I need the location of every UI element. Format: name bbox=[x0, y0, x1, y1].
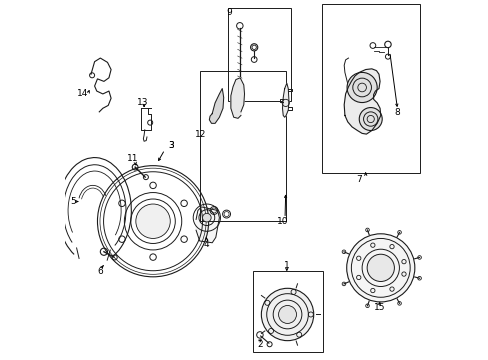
Text: 2: 2 bbox=[257, 340, 263, 349]
Bar bbox=[199, 71, 285, 221]
Text: 5: 5 bbox=[70, 197, 76, 206]
Circle shape bbox=[278, 306, 296, 323]
Circle shape bbox=[261, 288, 313, 341]
Text: 14: 14 bbox=[77, 89, 88, 98]
Text: 15: 15 bbox=[373, 303, 385, 312]
Text: 7: 7 bbox=[356, 175, 362, 184]
Text: 1: 1 bbox=[284, 261, 289, 270]
Polygon shape bbox=[282, 83, 288, 117]
Text: 10: 10 bbox=[276, 217, 287, 226]
Text: 11: 11 bbox=[126, 154, 138, 163]
Circle shape bbox=[366, 254, 394, 282]
Circle shape bbox=[202, 213, 211, 222]
Bar bbox=[321, 4, 419, 173]
Text: 12: 12 bbox=[195, 130, 206, 139]
Circle shape bbox=[359, 108, 382, 131]
Circle shape bbox=[346, 234, 414, 302]
Bar bbox=[253, 271, 323, 352]
Bar bbox=[228, 8, 290, 101]
Polygon shape bbox=[230, 78, 244, 118]
Circle shape bbox=[346, 72, 376, 103]
Polygon shape bbox=[344, 69, 380, 134]
Polygon shape bbox=[209, 89, 223, 123]
Circle shape bbox=[136, 204, 170, 238]
Polygon shape bbox=[196, 207, 219, 243]
Text: 9: 9 bbox=[226, 8, 232, 17]
Text: 3: 3 bbox=[168, 141, 174, 150]
Text: 3: 3 bbox=[168, 141, 174, 150]
Text: 13: 13 bbox=[137, 98, 148, 107]
Text: 4: 4 bbox=[203, 240, 209, 249]
Text: 6: 6 bbox=[97, 267, 103, 276]
Text: 8: 8 bbox=[394, 108, 399, 117]
